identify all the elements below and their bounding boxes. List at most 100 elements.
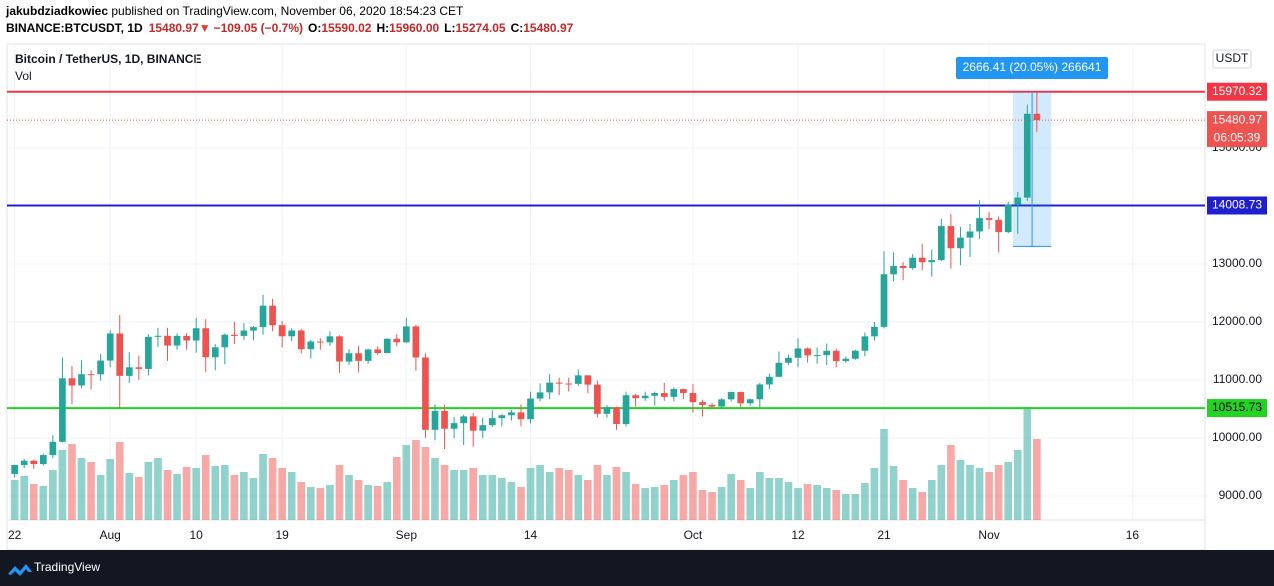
candle-body: [78, 374, 85, 386]
volume-bar: [20, 476, 29, 520]
volume-bar: [488, 475, 497, 520]
measure-badge: [956, 57, 1108, 79]
volume-bar: [297, 482, 306, 520]
candle-body: [345, 353, 353, 362]
volume-bar: [421, 447, 430, 520]
volume-label: Vol: [15, 69, 32, 83]
candle-body: [1023, 113, 1031, 198]
candle-body: [565, 383, 573, 385]
volume-bar: [498, 478, 506, 520]
candle-body: [87, 374, 95, 376]
volume-bar: [679, 475, 688, 520]
candle-body: [173, 335, 181, 346]
chart-title: Bitcoin / TetherUS, 1D, BINANCE: [15, 52, 201, 66]
candle-body: [737, 392, 745, 404]
candle-body: [574, 375, 582, 384]
candle-body: [422, 357, 429, 430]
candle-body: [59, 378, 66, 442]
candle-body: [852, 350, 859, 359]
volume-bar: [794, 488, 802, 520]
candle-body: [785, 357, 792, 363]
volume-bar: [908, 488, 917, 520]
volume-bar: [345, 475, 353, 520]
candle-body: [431, 410, 439, 430]
volume-bar: [1033, 439, 1041, 520]
y-tick-label: 10000.00: [1212, 430, 1262, 444]
volume-bar: [459, 470, 468, 520]
volume-bar: [889, 466, 898, 520]
volume-bar: [526, 468, 535, 520]
candle-body: [307, 341, 315, 350]
volume-bar: [861, 483, 869, 520]
candle-body: [995, 219, 1002, 233]
volume-bar: [478, 475, 487, 520]
volume-bar: [431, 458, 439, 520]
y-tick-label: 12000.00: [1212, 314, 1262, 328]
candle-body: [746, 399, 754, 404]
currency: USDT: [1216, 51, 1249, 65]
volume-bar: [622, 472, 630, 520]
volume-bar: [1013, 450, 1022, 520]
candle-body: [116, 333, 124, 376]
volume-bar: [975, 468, 984, 520]
volume-bar: [326, 485, 334, 520]
volume-bar: [240, 472, 248, 520]
candle-body: [106, 333, 114, 361]
x-tick-label: Nov: [978, 528, 999, 542]
volume-bar: [555, 468, 564, 520]
header-line1: jakubdziadkowiec published on TradingVie…: [5, 4, 464, 18]
volume-bar: [144, 462, 153, 520]
candle-body: [861, 336, 869, 351]
candle-body: [11, 464, 18, 474]
candle-body: [469, 416, 477, 431]
candle-body: [775, 362, 783, 377]
last-price-badge: [1207, 111, 1267, 148]
candle-body: [632, 395, 639, 399]
ohlc-key: O:: [308, 21, 321, 35]
volume-bar: [641, 488, 649, 520]
volume-bar: [163, 470, 172, 520]
x-tick-label: Aug: [99, 528, 120, 542]
volume-bar: [201, 455, 210, 520]
volume-bar: [87, 462, 95, 520]
volume-bar: [545, 472, 554, 520]
volume-bar: [574, 475, 583, 520]
change: −109.05 (−0.7%): [214, 21, 303, 35]
volume-bar: [841, 494, 850, 520]
x-tick-label: 14: [524, 528, 538, 542]
candle-body: [718, 399, 725, 407]
candle-body: [164, 335, 171, 346]
volume-bar: [373, 486, 382, 520]
volume-bar: [765, 478, 774, 520]
volume-bar: [689, 472, 697, 520]
arrow: ▼: [199, 21, 211, 35]
candle-body: [460, 416, 467, 424]
candle-body: [374, 349, 382, 354]
symbol: BINANCE:BTCUSDT, 1D: [6, 21, 143, 35]
ohlc-key: H:: [376, 21, 389, 35]
volume-bar: [736, 480, 745, 520]
candle-body: [498, 415, 506, 419]
volume-bar: [775, 478, 783, 520]
y-tick-label: 9000.00: [1219, 488, 1263, 502]
x-tick-label: 21: [877, 528, 891, 542]
candle-body: [20, 460, 28, 465]
candle-body: [288, 330, 296, 337]
currency-box[interactable]: [1212, 49, 1252, 69]
y-tick-label: 11000.00: [1213, 372, 1262, 386]
level-label: 14008.73: [1212, 198, 1262, 212]
level-label: 15970.32: [1212, 84, 1262, 98]
candle-body: [966, 231, 974, 238]
candle-body: [651, 393, 659, 396]
volume-bar: [650, 487, 659, 520]
volume-bar: [1023, 407, 1032, 520]
candle-body: [899, 266, 907, 268]
volume-bar: [822, 488, 831, 520]
candle-body: [976, 218, 983, 232]
candle-body: [823, 350, 831, 356]
volume-bar: [192, 468, 200, 520]
x-tick-label: 19: [275, 528, 289, 542]
candle-body: [689, 392, 697, 403]
level-badge: [1207, 82, 1267, 101]
